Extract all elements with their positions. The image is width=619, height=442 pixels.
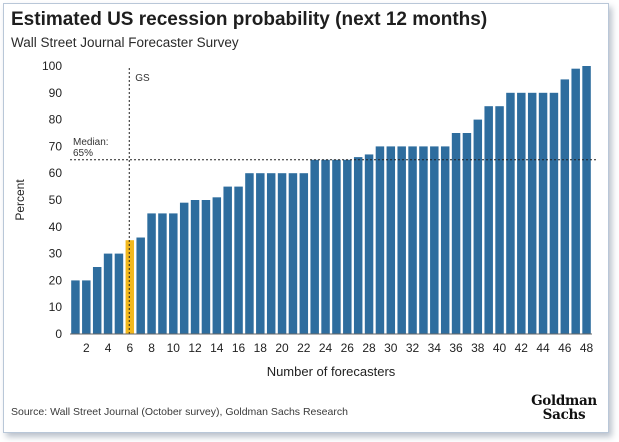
bar-10 (169, 213, 178, 334)
logo-line1: Goldman (531, 393, 597, 409)
y-tick-label-1: 10 (49, 300, 63, 314)
bar-39 (484, 106, 493, 334)
bar-1 (71, 280, 80, 334)
x-tick-label-44: 44 (536, 341, 550, 355)
x-tick-label-10: 10 (167, 341, 181, 355)
bar-30 (386, 146, 396, 334)
bar-48 (582, 66, 591, 334)
x-tick-label-48: 48 (580, 341, 594, 355)
x-tick-label-4: 4 (105, 341, 112, 355)
bars (71, 66, 591, 335)
bar-7 (136, 237, 145, 334)
bar-20 (277, 173, 287, 334)
bar-42 (517, 92, 526, 334)
bar-36 (451, 133, 461, 334)
bar-29 (375, 146, 385, 334)
x-tick-label-42: 42 (515, 341, 529, 355)
y-tick-label-0: 0 (55, 327, 62, 341)
x-tick-label-2: 2 (83, 341, 90, 355)
bar-12 (190, 200, 200, 334)
x-tick-label-38: 38 (471, 341, 485, 355)
bar-24 (321, 159, 330, 334)
y-tick-label-6: 60 (49, 166, 63, 180)
x-tick-label-8: 8 (148, 341, 155, 355)
bar-37 (462, 133, 472, 334)
x-tick-label-34: 34 (428, 341, 442, 355)
bar-13 (201, 200, 211, 334)
y-tick-label-9: 90 (49, 86, 63, 100)
x-axis-label: Number of forecasters (267, 364, 396, 379)
x-tick-label-12: 12 (188, 341, 202, 355)
x-tick-label-18: 18 (254, 341, 268, 355)
x-tick-label-40: 40 (493, 341, 507, 355)
bar-45 (549, 92, 559, 334)
median-label-line2: 65% (73, 148, 93, 159)
x-tick-label-14: 14 (210, 341, 224, 355)
y-tick-label-5: 50 (49, 193, 63, 207)
bar-44 (538, 92, 548, 334)
x-tick-label-20: 20 (275, 341, 289, 355)
chart-subtitle: Wall Street Journal Forecaster Survey (11, 35, 239, 50)
source-note: Source: Wall Street Journal (October sur… (11, 406, 348, 418)
bar-47 (571, 68, 580, 335)
x-tick-label-22: 22 (297, 341, 311, 355)
y-tick-label-10: 100 (42, 59, 62, 73)
bar-5 (114, 253, 124, 334)
bar-16 (234, 186, 243, 334)
bar-26 (343, 159, 352, 334)
bar-21 (288, 173, 298, 334)
bar-19 (266, 173, 276, 334)
bar-8 (147, 213, 156, 334)
bar-3 (92, 267, 102, 334)
y-tick-label-4: 40 (49, 220, 63, 234)
x-tick-label-32: 32 (406, 341, 420, 355)
bar-14 (212, 197, 222, 334)
y-axis-ticks: 0 10 20 30 40 50 60 70 80 90 100 (42, 59, 62, 341)
bar-43 (527, 92, 537, 334)
bar-46 (560, 79, 570, 335)
x-tick-label-6: 6 (126, 341, 133, 355)
bar-34 (430, 146, 439, 334)
bar-33 (419, 146, 428, 334)
bar-gs-highlight (125, 240, 135, 334)
x-tick-label-16: 16 (232, 341, 246, 355)
chart-title: Estimated US recession probability (next… (11, 9, 488, 30)
goldman-sachs-logo: Goldman Sachs (524, 394, 604, 422)
bar-28 (364, 154, 374, 334)
x-tick-label-36: 36 (449, 341, 463, 355)
y-tick-label-2: 20 (49, 273, 63, 287)
bar-32 (408, 146, 417, 334)
x-tick-label-24: 24 (319, 341, 333, 355)
bar-9 (158, 213, 167, 334)
median-label-line1: Median: (73, 137, 109, 148)
bar-31 (397, 146, 406, 334)
x-tick-label-46: 46 (558, 341, 572, 355)
bar-4 (103, 253, 113, 334)
y-tick-label-7: 70 (49, 139, 63, 153)
y-tick-label-3: 30 (49, 247, 63, 261)
bar-15 (223, 186, 232, 334)
bar-25 (332, 159, 341, 334)
bar-11 (179, 202, 189, 334)
bar-2 (82, 280, 91, 334)
bar-22 (299, 173, 309, 334)
chart-panel: Estimated US recession probability (next… (3, 3, 609, 433)
bar-23 (310, 159, 319, 334)
bar-38 (473, 119, 483, 334)
y-axis-label: Percent (13, 179, 27, 221)
y-tick-label-8: 80 (49, 113, 63, 127)
bar-17 (245, 173, 254, 334)
bar-41 (506, 92, 515, 334)
x-tick-label-30: 30 (384, 341, 398, 355)
logo-line2: Sachs (542, 407, 586, 423)
bar-27 (353, 157, 363, 334)
x-tick-label-28: 28 (362, 341, 376, 355)
bar-40 (495, 106, 504, 334)
bar-35 (440, 146, 450, 334)
x-axis-ticks: 2 4 6 8 10 12 14 16 18 20 22 24 26 28 30 32 34 36 38 40 42 44… (83, 341, 594, 355)
x-tick-label-26: 26 (341, 341, 355, 355)
bar-18 (256, 173, 265, 334)
gs-marker-label: GS (135, 73, 150, 84)
